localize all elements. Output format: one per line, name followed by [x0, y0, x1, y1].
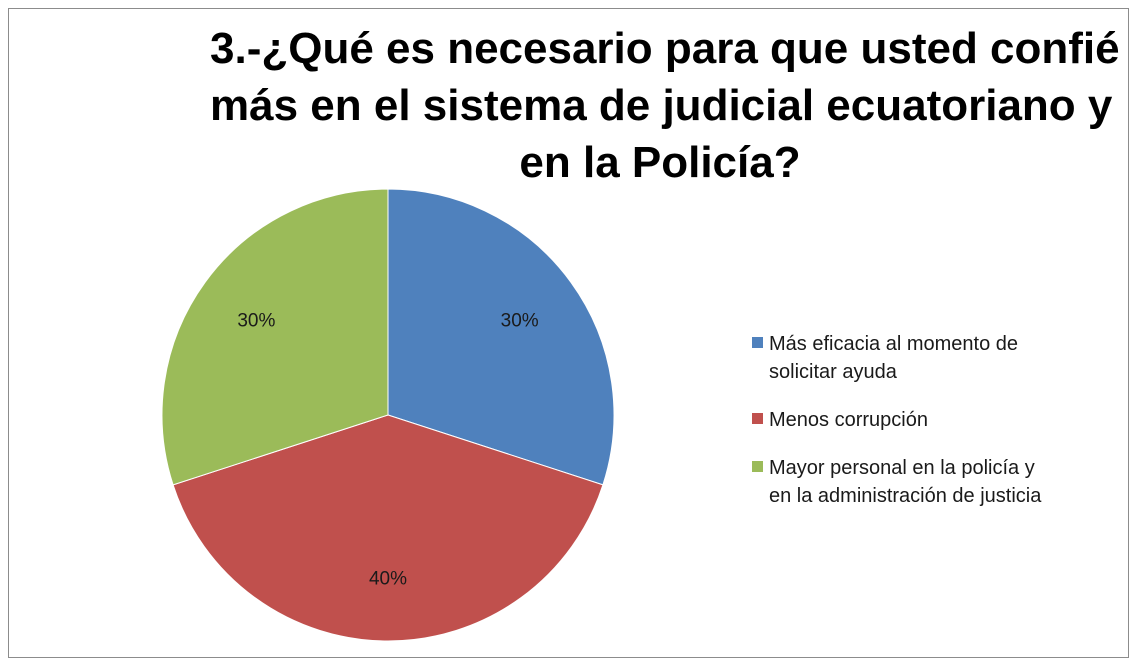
pie-slice [387, 188, 615, 486]
chart-title: 3.-¿Qué es necesario para que usted conf… [210, 20, 1120, 191]
chart-title-line-2: más en el sistema de judicial ecuatorian… [210, 81, 1113, 130]
data-label: 40% [369, 569, 407, 590]
pie-slice [161, 188, 389, 486]
legend: Más eficacia al momento de solicitar ayud… [752, 330, 1122, 530]
legend-swatch [752, 337, 763, 348]
chart-title-line-3: en la Policía? [519, 138, 801, 187]
legend-item: Mayor personal en la policía y en la admi… [752, 454, 1122, 510]
legend-swatch [752, 461, 763, 472]
legend-item: Menos corrupción [752, 406, 1122, 434]
data-label: 30% [237, 310, 275, 331]
data-label: 30% [501, 310, 539, 331]
legend-swatch [752, 413, 763, 424]
legend-label: Más eficacia al momento de solicitar ayud… [769, 333, 1019, 383]
legend-label: Mayor personal en la policía y en la admi… [769, 457, 1042, 507]
legend-item: Más eficacia al momento de solicitar ayud… [752, 330, 1122, 386]
chart-title-line-1: 3.-¿Qué es necesario para que usted conf… [210, 24, 1120, 73]
pie-slice [172, 414, 604, 642]
legend-label: Menos corrupción [769, 409, 928, 431]
